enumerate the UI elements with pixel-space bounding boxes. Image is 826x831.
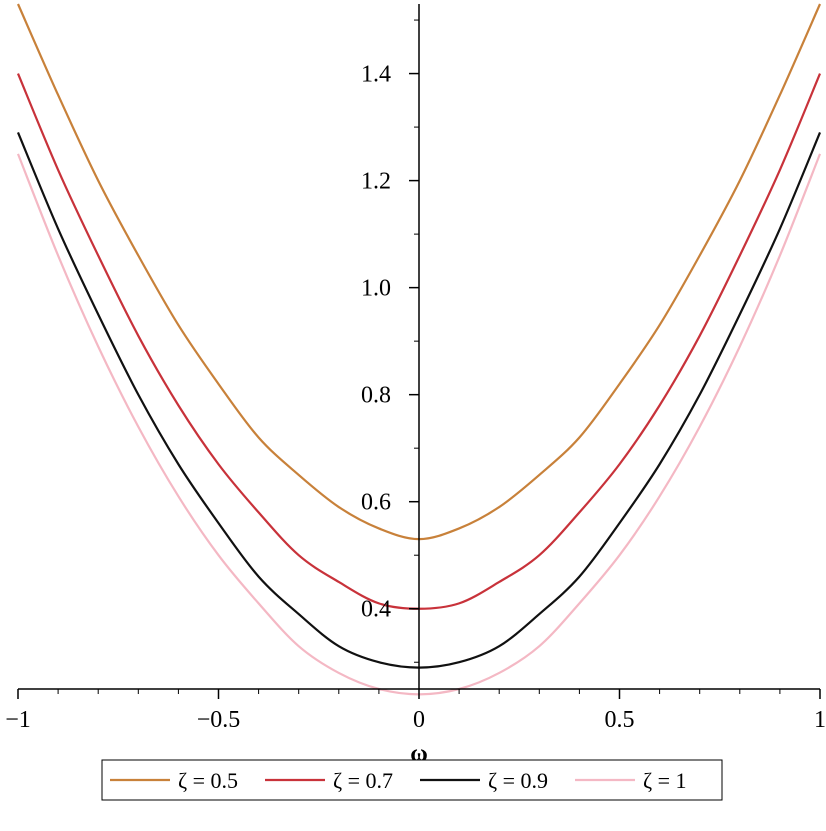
x-tick-label: 1 — [814, 707, 826, 733]
ticks: −1 −0.5 0 0.5 1 0.4 0.6 0.8 1.0 1.2 1.4 — [5, 19, 826, 733]
x-tick-label: −0.5 — [197, 707, 241, 733]
y-tick-label: 1.2 — [361, 169, 391, 195]
axes — [18, 4, 820, 690]
y-tick-label: 0.8 — [361, 383, 391, 409]
y-tick-label: 0.4 — [361, 597, 391, 623]
legend-label-3: ζ = 0.9 — [488, 768, 548, 793]
legend-label-4: ζ = 1 — [643, 768, 687, 793]
x-tick-label: 0 — [413, 707, 425, 733]
legend-label-1: ζ = 0.5 — [178, 768, 238, 793]
y-tick-label: 1.4 — [361, 62, 391, 88]
legend-label-2: ζ = 0.7 — [333, 768, 393, 793]
y-tick-label: 0.6 — [361, 490, 391, 516]
legend: ζ = 0.5 ζ = 0.7 ζ = 0.9 ζ = 1 — [101, 759, 723, 801]
x-tick-label: 0.5 — [605, 707, 635, 733]
y-tick-label: 1.0 — [361, 276, 391, 302]
x-tick-label: −1 — [5, 707, 31, 733]
